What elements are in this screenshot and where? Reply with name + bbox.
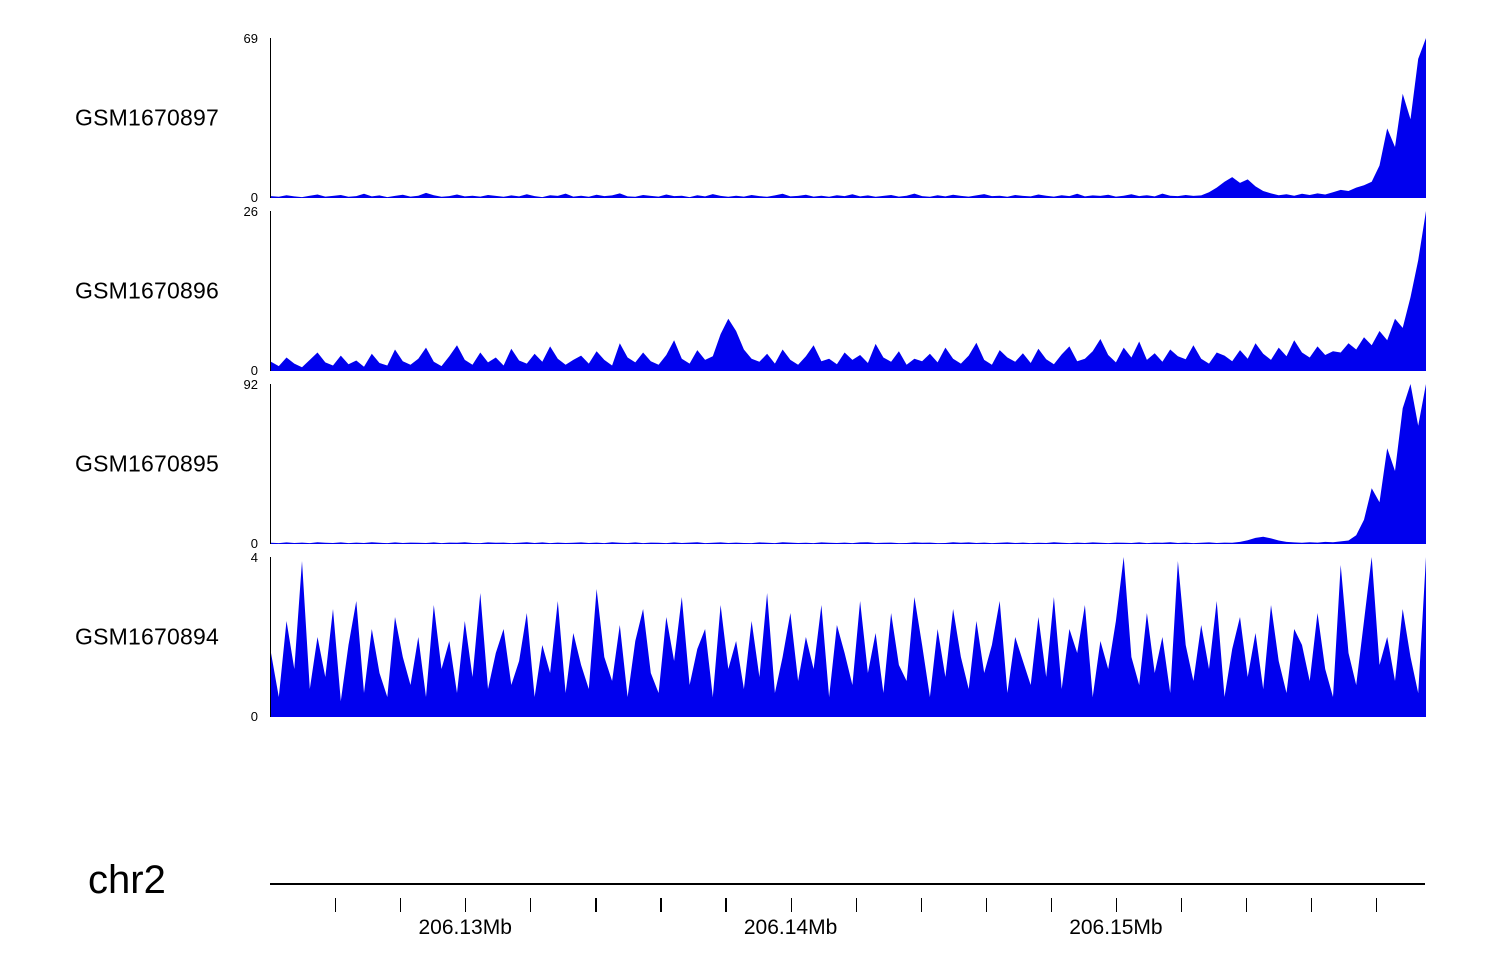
- coverage-polygon: [271, 384, 1426, 544]
- coverage-track: GSM1670894 4 0: [0, 551, 1500, 723]
- y-axis-max-label: 92: [243, 377, 258, 392]
- axis-tick-label: 206.14Mb: [743, 916, 838, 939]
- axis-tick: [1180, 898, 1183, 912]
- axis-tick: [530, 898, 532, 912]
- axis-tick: [920, 898, 922, 912]
- axis-tick: [660, 898, 662, 912]
- coverage-area-chart: [271, 38, 1426, 198]
- coverage-polygon: [271, 211, 1426, 371]
- track-label: GSM1670894: [75, 623, 219, 650]
- track-label: GSM1670896: [75, 277, 219, 304]
- axis-tick: [1246, 898, 1248, 912]
- axis-tick: [1311, 898, 1313, 912]
- axis-tick: [595, 898, 597, 912]
- track-plot-area: [270, 557, 1426, 717]
- axis-tick: [1376, 898, 1378, 912]
- axis-tick: [725, 898, 727, 912]
- axis-tick-label: 206.13Mb: [418, 916, 512, 939]
- coverage-track: GSM1670896 26 0: [0, 205, 1500, 377]
- coverage-polygon: [271, 38, 1426, 198]
- axis-tick: [855, 898, 857, 912]
- axis-tick: [790, 898, 792, 912]
- genome-axis-line: [270, 883, 1425, 885]
- axis-tick-label: 206.15Mb: [1069, 916, 1163, 939]
- axis-tick: [400, 898, 402, 912]
- axis-tick: [465, 898, 467, 912]
- coverage-area-chart: [271, 211, 1426, 371]
- y-axis-zero-label: 0: [250, 536, 258, 551]
- axis-tick: [1115, 898, 1118, 912]
- coverage-track: GSM1670895 92 0: [0, 378, 1500, 550]
- chromosome-label: chr2: [88, 858, 166, 902]
- track-plot-area: [270, 211, 1426, 371]
- track-label: GSM1670895: [75, 450, 219, 477]
- y-axis-max-label: 4: [250, 550, 258, 565]
- coverage-track: GSM1670897 69 0: [0, 32, 1500, 204]
- y-axis-zero-label: 0: [250, 709, 258, 724]
- y-axis-zero-label: 0: [250, 363, 258, 378]
- track-label: GSM1670897: [75, 104, 219, 131]
- track-plot-area: [270, 38, 1426, 198]
- axis-tick: [1050, 898, 1053, 912]
- track-plot-area: [270, 384, 1426, 544]
- axis-tick: [985, 898, 987, 912]
- y-axis-zero-label: 0: [250, 190, 258, 205]
- y-axis-max-label: 69: [243, 31, 258, 46]
- coverage-area-chart: [271, 384, 1426, 544]
- coverage-polygon: [271, 557, 1426, 717]
- y-axis-max-label: 26: [243, 204, 258, 219]
- axis-tick: [335, 898, 337, 912]
- coverage-area-chart: [271, 557, 1426, 717]
